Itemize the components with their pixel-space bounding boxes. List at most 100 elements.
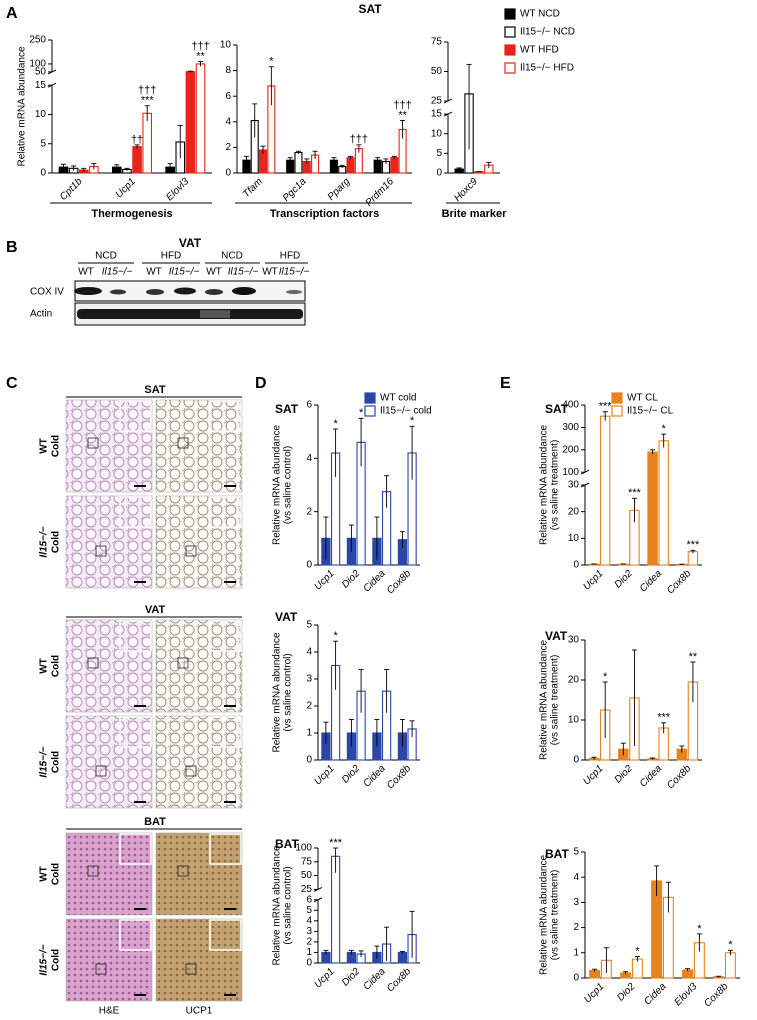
significance: *** xyxy=(628,487,642,499)
row-label: WT xyxy=(39,658,50,674)
y-axis-label: (vs saline control) xyxy=(283,866,294,944)
significance: ††† xyxy=(393,99,411,111)
significance: ** xyxy=(398,109,407,121)
legend-label: Il15−/− cold xyxy=(380,406,432,417)
bar xyxy=(142,112,153,174)
significance: *** xyxy=(687,539,701,551)
row-label: Il15−/− xyxy=(39,526,50,557)
legend-label: Il15−/− HFD xyxy=(520,63,574,74)
row-label: WT xyxy=(39,438,50,454)
x-tick-label: Cpt1b xyxy=(58,176,85,203)
micrograph-inset xyxy=(119,833,152,865)
blot-band xyxy=(77,309,303,319)
row-label: Cold xyxy=(51,949,62,971)
x-tick-label: Tfam xyxy=(241,176,265,200)
y-tick-label: 4 xyxy=(225,116,231,127)
blot-group: NCD xyxy=(221,251,243,262)
bar xyxy=(687,551,699,566)
blot-band xyxy=(205,289,223,295)
x-tick-label: Cidea xyxy=(361,763,388,790)
significance: ††† xyxy=(138,85,156,97)
inset-box xyxy=(87,437,99,449)
chart-title: BAT xyxy=(275,837,299,851)
blot-band xyxy=(146,289,164,295)
blot-group: HFD xyxy=(161,251,182,262)
y-tick-label: 2 xyxy=(306,937,312,948)
y-tick-label: 3 xyxy=(573,897,579,908)
y-tick-label: 400 xyxy=(562,400,579,411)
row-label: Cold xyxy=(51,531,62,553)
chart-title: SAT xyxy=(275,402,299,416)
legend-swatch xyxy=(504,26,516,38)
blot-band xyxy=(74,287,102,295)
x-tick-label: Ucp1 xyxy=(114,176,138,200)
panel-letter: E xyxy=(500,375,511,392)
row-label: Cold xyxy=(51,435,62,457)
x-tick-label: Prdm16 xyxy=(364,176,397,209)
inset-box xyxy=(87,865,99,877)
axis-break xyxy=(580,469,590,475)
x-tick-label: Dio2 xyxy=(340,568,363,591)
x-tick-label: Cox8b xyxy=(665,568,694,597)
x-tick-label: Ucp1 xyxy=(582,981,606,1005)
bar xyxy=(132,146,142,174)
blot-lane: Il15−/− xyxy=(279,267,310,278)
row-label: Cold xyxy=(51,751,62,773)
y-tick-label: 5 xyxy=(40,138,46,149)
panel-letter: B xyxy=(6,239,18,256)
inset-box xyxy=(177,437,189,449)
inset-box xyxy=(177,865,189,877)
y-tick-label: 4 xyxy=(306,453,312,464)
x-tick-label: Cox8b xyxy=(385,763,414,792)
group-label: Thermogenesis xyxy=(91,208,172,220)
legend-swatch xyxy=(611,405,623,417)
significance: *** xyxy=(141,95,155,107)
legend-swatch xyxy=(611,392,623,404)
y-tick-label: 3 xyxy=(306,926,312,937)
blot-lane: Il15−/− xyxy=(169,267,200,278)
panel-letter: C xyxy=(6,375,18,392)
panel-letter: A xyxy=(6,5,18,22)
x-tick-label: Cox8b xyxy=(385,568,414,597)
y-tick-label: 250 xyxy=(29,35,46,46)
group-label: Brite marker xyxy=(442,208,508,220)
x-tick-label: Pgc1a xyxy=(281,176,309,204)
axis-break xyxy=(443,98,453,104)
y-tick-label: 2 xyxy=(306,506,312,517)
row-label: Il15−/− xyxy=(39,746,50,777)
y-axis-label: Relative mRNA abundance xyxy=(17,46,28,167)
significance: ††† xyxy=(191,40,209,52)
row-label: Cold xyxy=(51,655,62,677)
y-tick-label: 300 xyxy=(562,422,579,433)
blot-lane: Il15−/− xyxy=(102,267,133,278)
y-axis-label: Relative mRNA abundance xyxy=(272,425,283,546)
x-tick-label: Cidea xyxy=(638,763,665,790)
y-tick-label: 10 xyxy=(431,128,443,139)
blot-band xyxy=(200,310,230,318)
y-tick-label: 10 xyxy=(220,40,232,51)
y-axis-label: (vs saline treatment) xyxy=(550,870,561,961)
y-tick-label: 4 xyxy=(573,872,579,883)
axis-break xyxy=(443,111,453,117)
micrograph-inset xyxy=(209,496,242,528)
micrograph-inset xyxy=(209,919,242,951)
y-tick-label: 1 xyxy=(306,947,312,958)
x-tick-label: Cox8b xyxy=(385,966,414,995)
blot-band xyxy=(232,287,256,295)
y-tick-label: 4 xyxy=(306,915,312,926)
inset-box xyxy=(95,963,107,975)
western-blot: VAT NCD HFD NCD HFD WT Il15−/− WT Il15−/… xyxy=(30,236,310,326)
blot-group: NCD xyxy=(95,251,117,262)
y-axis-label: (vs saline treatment) xyxy=(550,655,561,746)
x-tick-label: Elovl3 xyxy=(672,981,699,1008)
blot-band xyxy=(286,290,302,294)
significance: ** xyxy=(689,651,698,663)
y-tick-label: 50 xyxy=(35,67,47,78)
significance: * xyxy=(635,945,640,957)
inset-box xyxy=(185,545,197,557)
y-tick-label: 0 xyxy=(225,168,231,179)
micrograph-inset xyxy=(119,919,152,951)
bar xyxy=(390,157,399,174)
blot-row-label: Actin xyxy=(30,309,52,320)
y-tick-label: 30 xyxy=(568,635,580,646)
